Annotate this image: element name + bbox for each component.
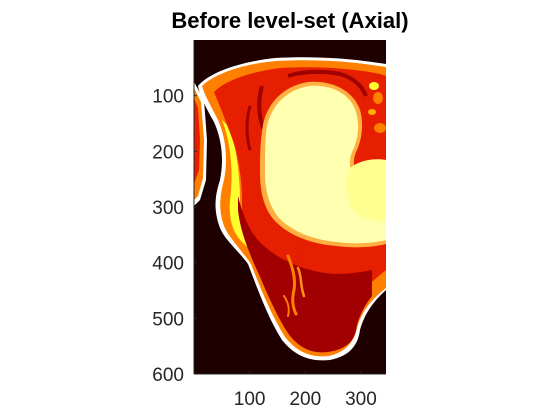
left-strip-inner: [194, 98, 200, 184]
x-axis-ticks: 100 200 300: [234, 371, 377, 410]
y-tick-label: 600: [152, 365, 184, 386]
x-tick-label: 100: [234, 389, 266, 410]
y-tick-label: 200: [152, 142, 184, 163]
orange-spot-3: [374, 123, 386, 133]
plot-title: Before level-set (Axial): [171, 8, 408, 33]
vessel-streak-1: [286, 254, 298, 316]
dark-contour-3: [245, 105, 252, 151]
y-tick-label: 300: [152, 198, 184, 219]
heart-inner-yellow: [346, 159, 386, 221]
vessel-streak-3: [283, 295, 290, 317]
segmentation-image: [194, 40, 386, 374]
y-tick-label: 100: [152, 87, 184, 108]
vessel-streak-2: [296, 266, 306, 298]
lower-lobe-dark-red: [238, 196, 372, 353]
y-axis-ticks: 100 200 300 400 500 600: [152, 87, 197, 386]
orange-spot-1: [373, 92, 383, 104]
vessel-streak-4: [299, 239, 303, 261]
orange-spot-2: [368, 109, 376, 115]
dark-contour-2: [287, 69, 368, 97]
y-tick-label: 400: [152, 254, 184, 275]
x-tick-label: 300: [345, 389, 377, 410]
yellow-band: [222, 120, 258, 250]
x-tick-label: 200: [289, 389, 321, 410]
y-tick-label: 500: [152, 309, 184, 330]
yellow-spot-1: [369, 82, 379, 90]
